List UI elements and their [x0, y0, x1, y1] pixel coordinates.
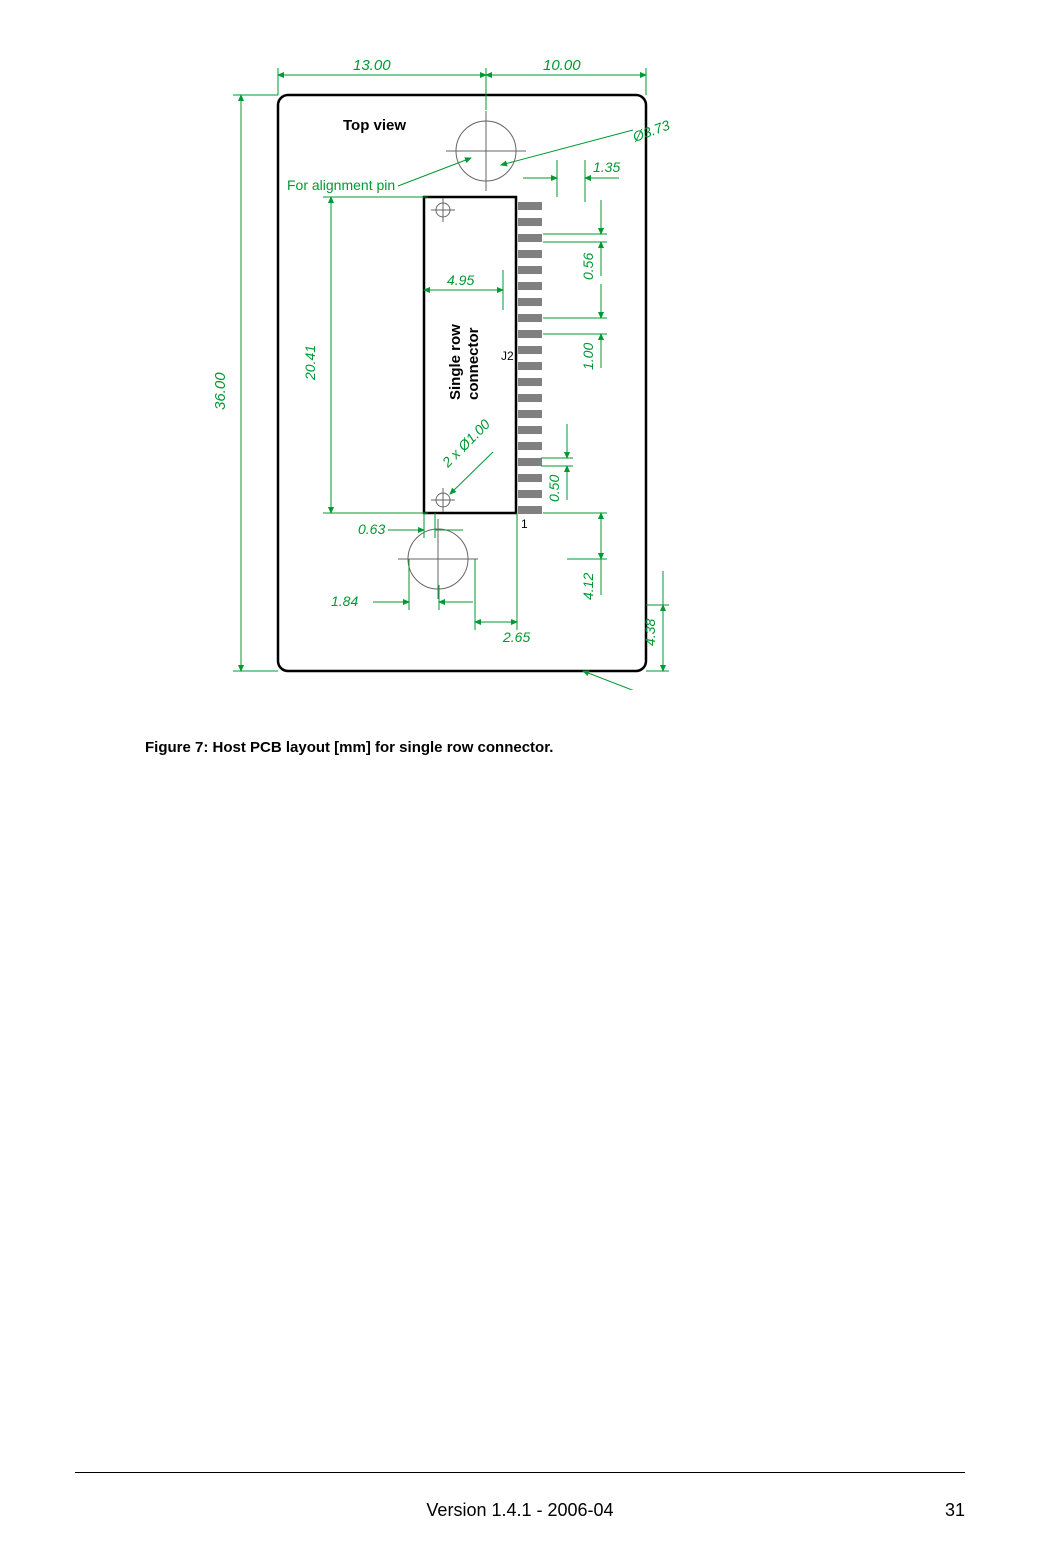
label-alignment-pin: For alignment pin: [287, 177, 395, 193]
svg-text:Single row: Single row: [447, 324, 464, 400]
dim-412: 4.12: [580, 573, 596, 600]
document-page: 13.00 10.00 36.00: [0, 0, 1040, 1560]
dim-2041: 20.41: [302, 345, 318, 381]
dim-265: 2.65: [502, 629, 530, 645]
dim-063: 0.63: [358, 521, 385, 537]
dim-2x100: 2 x Ø1.00: [438, 416, 493, 471]
dim-438: 4.38: [642, 619, 658, 646]
footer-version: Version 1.4.1 - 2006-04: [0, 1500, 1040, 1521]
dim-050: 0.50: [546, 475, 562, 502]
connector-pads: [518, 202, 542, 514]
svg-text:connector: connector: [465, 327, 482, 400]
footer-rule: [75, 1472, 965, 1473]
dim-135: 1.35: [593, 159, 620, 175]
dim-184: 1.84: [331, 593, 358, 609]
dim-dia373: Ø3.73: [630, 117, 672, 145]
page-number: 31: [945, 1500, 965, 1521]
figure-caption: Figure 7: Host PCB layout [mm] for singl…: [145, 739, 553, 756]
label-j2: J2: [501, 349, 514, 363]
dim-100: 1.00: [580, 343, 596, 370]
label-top-view: Top view: [343, 117, 406, 134]
label-connector: Single row connector: [447, 324, 482, 400]
dim-top-right: 10.00: [543, 57, 581, 74]
dim-495: 4.95: [447, 272, 474, 288]
label-pin1: 1: [521, 517, 528, 531]
dim-height: 36.00: [212, 372, 229, 410]
dim-056: 0.56: [580, 253, 596, 280]
pcb-diagram: 13.00 10.00 36.00: [203, 50, 843, 690]
dim-top-left: 13.00: [353, 57, 391, 74]
